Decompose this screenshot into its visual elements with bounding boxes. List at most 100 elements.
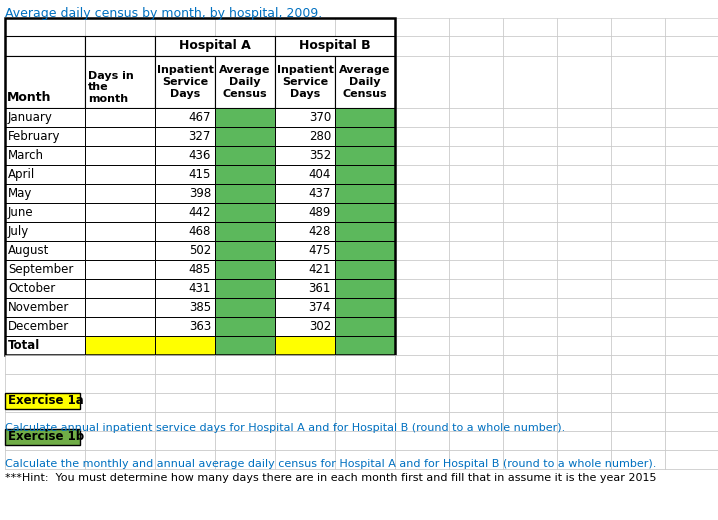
Bar bbox=[503, 355, 557, 374]
Bar bbox=[5, 260, 85, 279]
Bar bbox=[5, 412, 85, 431]
Text: Average
Daily
Census: Average Daily Census bbox=[340, 66, 391, 99]
Bar bbox=[155, 127, 215, 146]
Bar bbox=[335, 298, 395, 317]
Text: November: November bbox=[8, 301, 70, 314]
Bar bbox=[5, 429, 80, 445]
Bar bbox=[335, 412, 395, 431]
Bar bbox=[395, 165, 449, 184]
Bar bbox=[449, 450, 503, 469]
Text: 437: 437 bbox=[309, 187, 331, 200]
Text: 280: 280 bbox=[309, 130, 331, 143]
Bar bbox=[275, 450, 335, 469]
Bar bbox=[5, 36, 85, 56]
Bar bbox=[449, 412, 503, 431]
Bar bbox=[449, 317, 503, 336]
Bar bbox=[5, 222, 85, 241]
Bar bbox=[155, 146, 215, 165]
Bar bbox=[155, 374, 215, 393]
Bar bbox=[611, 18, 665, 36]
Bar bbox=[85, 431, 155, 450]
Bar bbox=[155, 412, 215, 431]
Bar bbox=[611, 355, 665, 374]
Bar bbox=[215, 450, 275, 469]
Bar bbox=[503, 56, 557, 108]
Bar bbox=[503, 412, 557, 431]
Bar bbox=[155, 108, 215, 127]
Bar bbox=[85, 146, 155, 165]
Text: Exercise 1a: Exercise 1a bbox=[8, 395, 84, 408]
Bar bbox=[503, 412, 557, 431]
Bar bbox=[335, 146, 395, 165]
Bar bbox=[503, 393, 557, 412]
Bar bbox=[665, 146, 718, 165]
Bar bbox=[449, 165, 503, 184]
Bar bbox=[557, 203, 611, 222]
Text: March: March bbox=[8, 149, 44, 162]
Text: 421: 421 bbox=[309, 263, 331, 276]
Text: ***Hint:  You must determine how many days there are in each month first and fil: ***Hint: You must determine how many day… bbox=[5, 473, 656, 483]
Bar bbox=[215, 260, 275, 279]
Bar bbox=[335, 336, 395, 355]
Text: 502: 502 bbox=[189, 244, 211, 257]
Bar bbox=[155, 241, 215, 260]
Text: 489: 489 bbox=[309, 206, 331, 219]
Bar bbox=[611, 431, 665, 450]
Bar bbox=[395, 355, 449, 374]
Bar bbox=[155, 374, 215, 393]
Bar bbox=[155, 18, 215, 36]
Bar bbox=[5, 56, 85, 108]
Bar bbox=[215, 393, 275, 412]
Bar bbox=[557, 279, 611, 298]
Bar bbox=[503, 222, 557, 241]
Bar bbox=[5, 317, 85, 336]
Bar bbox=[275, 108, 335, 127]
Bar bbox=[275, 393, 335, 412]
Bar bbox=[557, 146, 611, 165]
Bar bbox=[665, 298, 718, 317]
Bar bbox=[395, 146, 449, 165]
Bar bbox=[85, 36, 155, 56]
Bar bbox=[275, 298, 335, 317]
Bar bbox=[503, 18, 557, 36]
Text: 363: 363 bbox=[189, 320, 211, 333]
Bar bbox=[155, 450, 215, 469]
Bar bbox=[275, 203, 335, 222]
Text: January: January bbox=[8, 111, 53, 124]
Bar bbox=[5, 203, 85, 222]
Bar bbox=[665, 374, 718, 393]
Bar bbox=[5, 56, 85, 108]
Bar bbox=[395, 374, 449, 393]
Bar bbox=[275, 317, 335, 336]
Bar bbox=[395, 450, 449, 469]
Bar bbox=[611, 203, 665, 222]
Bar bbox=[503, 279, 557, 298]
Bar bbox=[557, 18, 611, 36]
Bar bbox=[155, 298, 215, 317]
Bar bbox=[215, 18, 275, 36]
Bar bbox=[665, 450, 718, 469]
Bar bbox=[155, 393, 215, 412]
Bar bbox=[155, 450, 215, 469]
Text: 370: 370 bbox=[309, 111, 331, 124]
Bar bbox=[335, 279, 395, 298]
Text: 475: 475 bbox=[309, 244, 331, 257]
Bar bbox=[449, 355, 503, 374]
Bar bbox=[85, 450, 155, 469]
Bar bbox=[155, 36, 215, 56]
Bar bbox=[335, 450, 395, 469]
Bar bbox=[275, 36, 395, 56]
Bar bbox=[335, 412, 395, 431]
Bar bbox=[215, 450, 275, 469]
Bar bbox=[275, 279, 335, 298]
Bar bbox=[275, 279, 335, 298]
Bar bbox=[215, 127, 275, 146]
Bar bbox=[335, 450, 395, 469]
Bar bbox=[85, 450, 155, 469]
Bar bbox=[503, 127, 557, 146]
Bar bbox=[5, 127, 85, 146]
Bar bbox=[5, 298, 85, 317]
Bar bbox=[85, 279, 155, 298]
Bar bbox=[335, 56, 395, 108]
Bar bbox=[395, 279, 449, 298]
